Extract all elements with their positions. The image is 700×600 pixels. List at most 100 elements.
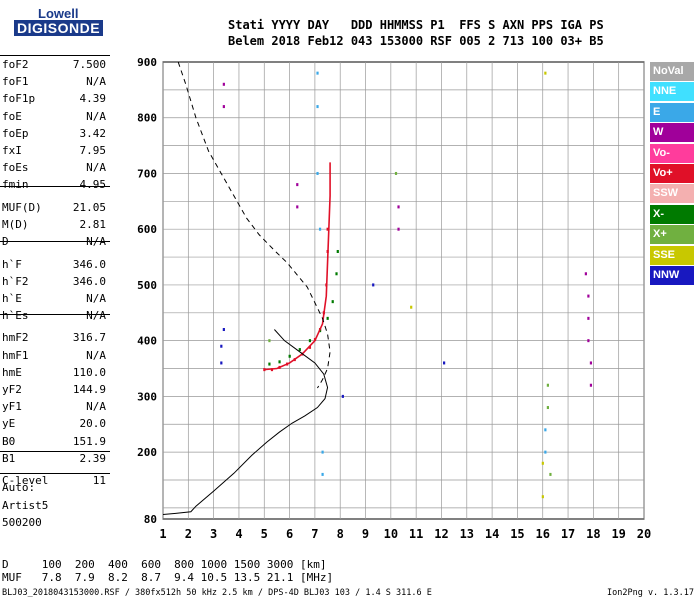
echo-point: [220, 344, 223, 348]
x-tick-label: 10: [384, 527, 398, 541]
param-value: 7.95: [79, 144, 107, 157]
echo-point: [336, 249, 339, 253]
echo-point: [331, 300, 334, 304]
echo-point: [222, 328, 225, 332]
param-value: 4.39: [79, 92, 107, 106]
echo-point: [278, 360, 281, 364]
y-tick-label: 600: [137, 223, 157, 236]
echo-point: [397, 227, 400, 231]
echo-point: [443, 361, 446, 365]
echo-point: [587, 316, 590, 320]
param-name: yF1: [2, 400, 22, 414]
param-row: M(D) 2.81: [0, 216, 110, 234]
y-tick-label: 900: [137, 56, 157, 69]
echo-point: [546, 383, 549, 387]
separator: [0, 314, 110, 315]
auto-artist: Artist5: [2, 499, 49, 512]
param-row: hmE 110.0: [0, 364, 110, 382]
param-value: 4.95: [79, 178, 107, 192]
param-name: foF2: [2, 58, 29, 71]
echo-point: [372, 283, 375, 287]
echo-point: [544, 71, 547, 75]
echo-point: [397, 205, 400, 209]
param-row: foE N/A: [0, 108, 110, 126]
param-value: 346.0: [72, 257, 106, 271]
echo-point: [394, 171, 398, 175]
x-tick-label: 15: [510, 527, 524, 541]
param-name: fmin: [2, 178, 29, 192]
param-value: 21.05: [72, 200, 106, 214]
echo-point: [589, 361, 593, 365]
param-name: h`F2: [2, 274, 29, 288]
y-tick-label: 80: [144, 513, 157, 526]
logo-product: DIGISONDE: [14, 20, 104, 36]
echo-point: [308, 339, 312, 343]
y-tick-label: 500: [137, 279, 157, 292]
echo-point: [546, 406, 549, 410]
param-value: 316.7: [72, 331, 106, 345]
param-row: foF1p 4.39: [0, 90, 110, 108]
param-value: 7.500: [72, 58, 106, 71]
legend-item: E: [650, 102, 694, 122]
echo-point: [584, 272, 587, 276]
param-name: foE: [2, 109, 22, 123]
param-name: hmF1: [2, 348, 29, 362]
auto-version: 500200: [2, 516, 42, 529]
param-row: hmF1 N/A: [0, 347, 110, 365]
echo-point: [316, 71, 319, 75]
param-name: hmF2: [2, 331, 29, 345]
y-tick-label: 300: [137, 390, 157, 403]
legend-item: NoVal: [650, 62, 694, 81]
header-values: Belem 2018 Feb12 043 153000 RSF 005 2 71…: [228, 34, 604, 48]
param-row: MUF(D) 21.05: [0, 199, 110, 217]
x-tick-label: 8: [337, 527, 344, 541]
param-value: N/A: [86, 109, 106, 123]
param-name: foEs: [2, 161, 29, 175]
x-tick-label: 6: [286, 527, 293, 541]
param-name: yF2: [2, 383, 22, 397]
legend-item: Vo-: [650, 143, 694, 163]
param-row: fmin 4.95: [0, 176, 110, 194]
param-row: C-level 11: [0, 472, 110, 490]
param-row: foF2 7.500: [0, 56, 110, 74]
echo-point: [335, 272, 338, 276]
x-tick-label: 14: [485, 527, 499, 541]
echo-point: [316, 171, 319, 175]
param-value: N/A: [86, 75, 106, 89]
trace-line: [264, 162, 331, 371]
param-row: B0 151.9: [0, 433, 110, 451]
param-value: N/A: [86, 348, 106, 362]
param-value: 20.0: [79, 417, 107, 431]
param-row: fxI 7.95: [0, 142, 110, 160]
echo-point: [298, 348, 301, 352]
param-name: fxI: [2, 144, 22, 157]
x-tick-label: 1: [159, 527, 166, 541]
param-value: N/A: [86, 400, 106, 414]
footer-version: Ion2Png v. 1.3.17: [607, 588, 694, 598]
echo-point: [321, 472, 324, 476]
legend-item: X+: [650, 225, 694, 245]
param-name: foF1p: [2, 92, 36, 106]
x-tick-label: 2: [185, 527, 192, 541]
echo-point: [410, 305, 413, 309]
echo-point: [541, 461, 544, 465]
echo-point: [318, 227, 322, 231]
footer-info: BLJ03_2018043153000.RSF / 380fx512h 50 k…: [2, 588, 432, 598]
param-row: h`F 346.0: [0, 256, 110, 274]
echo-point: [549, 472, 552, 476]
x-tick-label: 17: [561, 527, 575, 541]
param-name: foEp: [2, 126, 29, 140]
echo-point: [321, 450, 324, 454]
separator: [0, 186, 110, 187]
separator: [0, 451, 110, 452]
param-row: h`Es N/A: [0, 307, 110, 325]
legend-item: X-: [650, 204, 694, 224]
y-tick-label: 200: [137, 446, 157, 459]
muf-row: MUF 7.8 7.9 8.2 8.7 9.4 10.5 13.5 21.1 […: [2, 571, 334, 584]
echo-point: [326, 227, 329, 231]
param-row: hmF2 316.7: [0, 329, 110, 347]
param-row: foEs N/A: [0, 159, 110, 177]
echo-point: [296, 183, 299, 187]
param-row: foF1 N/A: [0, 73, 110, 91]
